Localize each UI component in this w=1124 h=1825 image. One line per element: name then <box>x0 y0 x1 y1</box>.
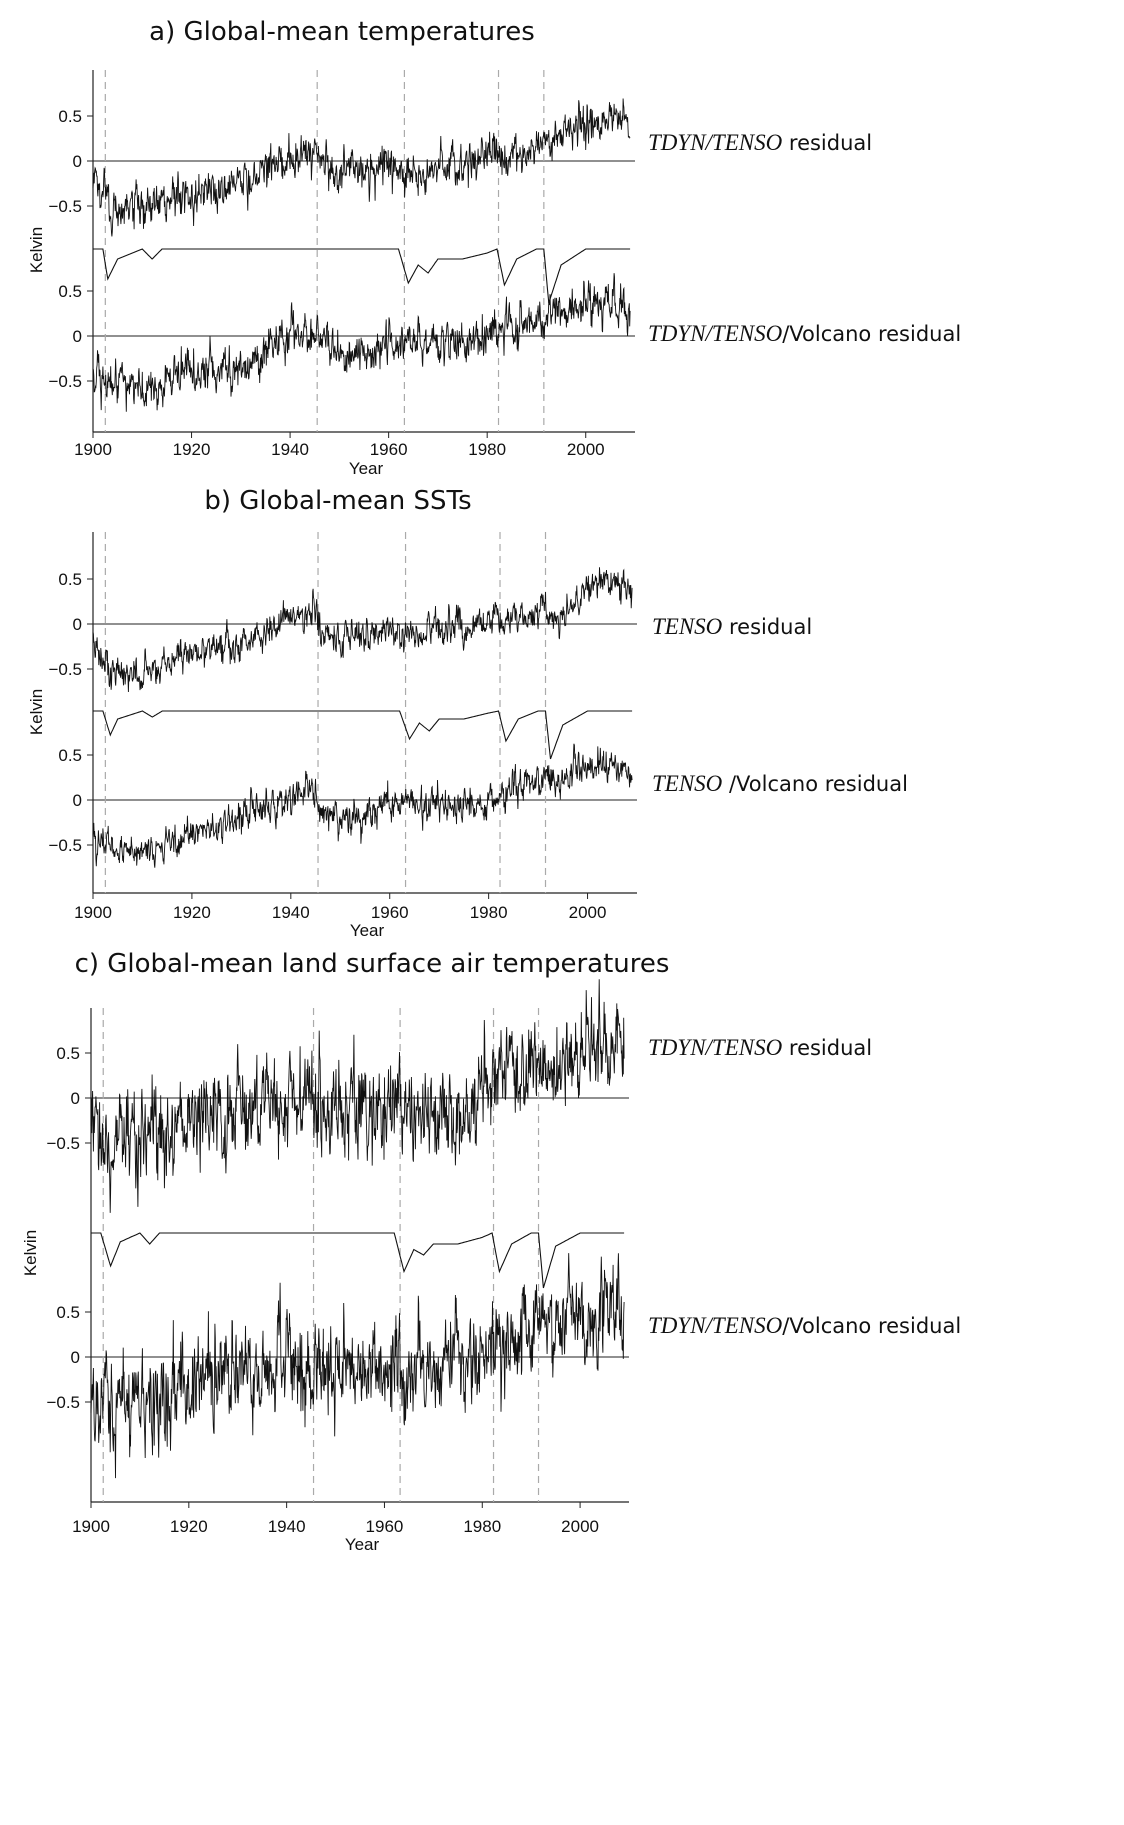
y-axis-label: Kelvin <box>27 227 46 273</box>
x-axis-label: Year <box>350 921 385 940</box>
chart-title: a) Global-mean temperatures <box>149 17 535 47</box>
y-axis-label: Kelvin <box>21 1230 40 1276</box>
x-tick-label: 1900 <box>72 1517 110 1536</box>
series-label-italic: TDYN/TENSO <box>648 321 783 346</box>
x-tick-label: 2000 <box>561 1517 599 1536</box>
x-axis-label: Year <box>345 1535 380 1554</box>
series-label-italic: TDYN/TENSO <box>648 130 783 155</box>
y-axis-label: Kelvin <box>27 689 46 735</box>
x-axis-label: Year <box>349 459 384 478</box>
y-tick-label: 0.5 <box>58 107 82 126</box>
panel-3: c) Global-mean land surface air temperat… <box>21 949 961 1554</box>
series-label-plain: residual <box>722 615 812 639</box>
y-tick-label: 0 <box>73 791 82 810</box>
y-tick-label: 0 <box>71 1089 80 1108</box>
residual-series-line <box>92 567 633 693</box>
y-tick-label: −0.5 <box>48 660 82 679</box>
y-tick-label: 0 <box>73 152 82 171</box>
x-tick-label: 1920 <box>170 1517 208 1536</box>
x-tick-label: 1900 <box>74 440 112 459</box>
volcano-signal-line <box>93 710 633 760</box>
residual-series-line <box>92 743 633 868</box>
series-label: TENSO residual <box>652 614 812 639</box>
residual-series-line <box>90 1253 625 1479</box>
x-tick-label: 1980 <box>470 903 508 922</box>
x-tick-label: 1980 <box>463 1517 501 1536</box>
panel-1: a) Global-mean temperatures 1900 1920 1940 1… <box>27 17 961 478</box>
series-label-italic: TDYN/TENSO <box>648 1313 783 1338</box>
residual-series-line <box>92 273 631 412</box>
series-label: TDYN/TENSO residual <box>648 1035 872 1060</box>
series-label-italic: TENSO <box>652 614 723 639</box>
y-tick-label: 0.5 <box>56 1044 80 1063</box>
y-tick-label: 0 <box>73 615 82 634</box>
panel-2: b) Global-mean SSTs 1900 1920 1940 1960 1980 2… <box>27 486 908 940</box>
x-tick-label: 1900 <box>74 903 112 922</box>
y-tick-label: 0.5 <box>56 1303 80 1322</box>
series-label-plain: residual <box>782 1036 872 1060</box>
residual-series-line <box>92 98 631 237</box>
x-tick-label: 1940 <box>271 440 309 459</box>
y-tick-label: 0.5 <box>58 282 82 301</box>
volcano-signal-line <box>91 1232 625 1289</box>
series-label-plain: residual <box>782 131 872 155</box>
series-label: TDYN/TENSO residual <box>648 130 872 155</box>
series-label-italic: TENSO <box>652 771 723 796</box>
series-label-plain: /Volcano residual <box>722 772 908 796</box>
y-tick-label: −0.5 <box>48 836 82 855</box>
y-tick-label: 0.5 <box>58 746 82 765</box>
volcano-signal-line <box>93 248 631 304</box>
y-tick-label: −0.5 <box>46 1393 80 1412</box>
chart-title: b) Global-mean SSTs <box>204 486 471 516</box>
y-tick-label: −0.5 <box>48 372 82 391</box>
series-label-plain: /Volcano residual <box>782 322 961 346</box>
chart-title: c) Global-mean land surface air temperat… <box>75 949 670 979</box>
series-label-plain: /Volcano residual <box>782 1314 961 1338</box>
x-tick-label: 1940 <box>268 1517 306 1536</box>
y-tick-label: 0 <box>71 1348 80 1367</box>
x-tick-label: 1920 <box>173 903 211 922</box>
series-label: TDYN/TENSO/Volcano residual <box>648 1313 961 1338</box>
x-tick-label: 1960 <box>371 903 409 922</box>
x-tick-label: 1960 <box>366 1517 404 1536</box>
x-tick-label: 2000 <box>567 440 605 459</box>
x-tick-label: 2000 <box>569 903 607 922</box>
series-label: TENSO /Volcano residual <box>652 771 908 796</box>
y-tick-label: 0 <box>73 327 82 346</box>
x-tick-label: 1940 <box>272 903 310 922</box>
y-tick-label: 0.5 <box>58 570 82 589</box>
x-tick-label: 1960 <box>370 440 408 459</box>
residual-series-line <box>90 979 625 1213</box>
y-tick-label: −0.5 <box>46 1134 80 1153</box>
series-label: TDYN/TENSO/Volcano residual <box>648 321 961 346</box>
x-tick-label: 1980 <box>468 440 506 459</box>
series-label-italic: TDYN/TENSO <box>648 1035 783 1060</box>
x-tick-label: 1920 <box>173 440 211 459</box>
y-tick-label: −0.5 <box>48 197 82 216</box>
